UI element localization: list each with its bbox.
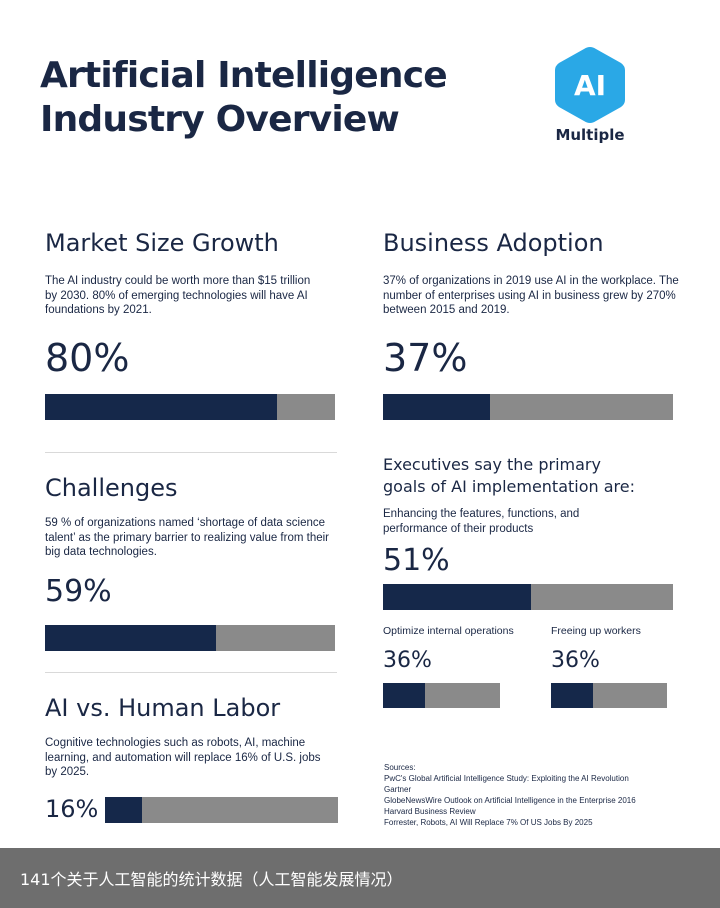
business-adoption-description: 37% of organizations in 2019 use AI in t… [383, 275, 679, 316]
challenges-bar-fill [45, 625, 217, 651]
section-divider [45, 672, 337, 673]
challenges-description: 59 % of organizations named ‘shortage of… [45, 517, 329, 558]
market-size-description: The AI industry could be worth more than… [45, 275, 311, 316]
challenges-bar [45, 625, 335, 651]
image-caption-bar: 141个关于人工智能的统计数据（人工智能发展情况） [0, 848, 720, 908]
goal-freeing-label: Freeing up workers [551, 625, 641, 637]
hexagon-logo-icon [555, 47, 625, 123]
business-adoption-title: Business Adoption [383, 229, 604, 257]
goal-optimize-percent: 36% [383, 648, 432, 673]
goal-optimize-label: Optimize internal operations [383, 625, 514, 637]
human-labor-percent: 16% [45, 795, 99, 823]
title-line-1: Artificial Intelligence [40, 55, 448, 96]
market-size-bar [45, 394, 335, 420]
goal-enhance-bar-fill [383, 584, 531, 610]
human-labor-bar [105, 797, 338, 823]
infographic: Artificial Intelligence Industry Overvie… [40, 44, 679, 828]
aimultiple-logo: AI Multiple [548, 44, 632, 154]
image-caption: 141个关于人工智能的统计数据（人工智能发展情况） [20, 870, 403, 889]
sources-list: Sources: PwC's Global Artificial Intelli… [384, 762, 636, 828]
section-divider [45, 452, 337, 453]
human-labor-bar-fill [105, 797, 143, 823]
market-size-percent: 80% [45, 336, 130, 380]
goal-optimize-bar [383, 683, 500, 708]
goal-enhance-percent: 51% [383, 543, 450, 578]
goal-enhance-bar [383, 584, 673, 610]
title-line-2: Industry Overview [40, 99, 400, 140]
goal-freeing-percent: 36% [551, 648, 600, 673]
sources-heading: Sources: [384, 763, 416, 772]
human-labor-title: AI vs. Human Labor [45, 694, 281, 722]
business-adoption-bar-fill [383, 394, 491, 420]
goal-freeing-bar [551, 683, 667, 708]
challenges-title: Challenges [45, 474, 178, 502]
market-size-bar-fill [45, 394, 277, 420]
source-item: Forrester, Robots, AI Will Replace 7% Of… [384, 818, 593, 827]
executive-goals-title: Executives say the primary goals of AI i… [383, 455, 635, 496]
source-item: Gartner [384, 785, 412, 794]
market-size-title: Market Size Growth [45, 229, 279, 257]
goal-enhance-label: Enhancing the features, functions, and p… [383, 508, 580, 535]
source-item: GlobeNewsWire Outlook on Artificial Inte… [384, 796, 636, 805]
goal-optimize-bar-fill [383, 683, 426, 708]
challenges-percent: 59% [45, 574, 112, 609]
source-item: Harvard Business Review [384, 807, 476, 816]
human-labor-description: Cognitive technologies such as robots, A… [45, 737, 321, 778]
logo-wordmark: Multiple [555, 126, 625, 144]
goal-freeing-bar-fill [551, 683, 593, 708]
business-adoption-percent: 37% [383, 336, 468, 380]
page-title: Artificial Intelligence Industry Overvie… [40, 54, 448, 142]
logo-badge-text: AI [573, 68, 607, 102]
source-item: PwC's Global Artificial Intelligence Stu… [384, 774, 629, 783]
business-adoption-bar [383, 394, 673, 420]
